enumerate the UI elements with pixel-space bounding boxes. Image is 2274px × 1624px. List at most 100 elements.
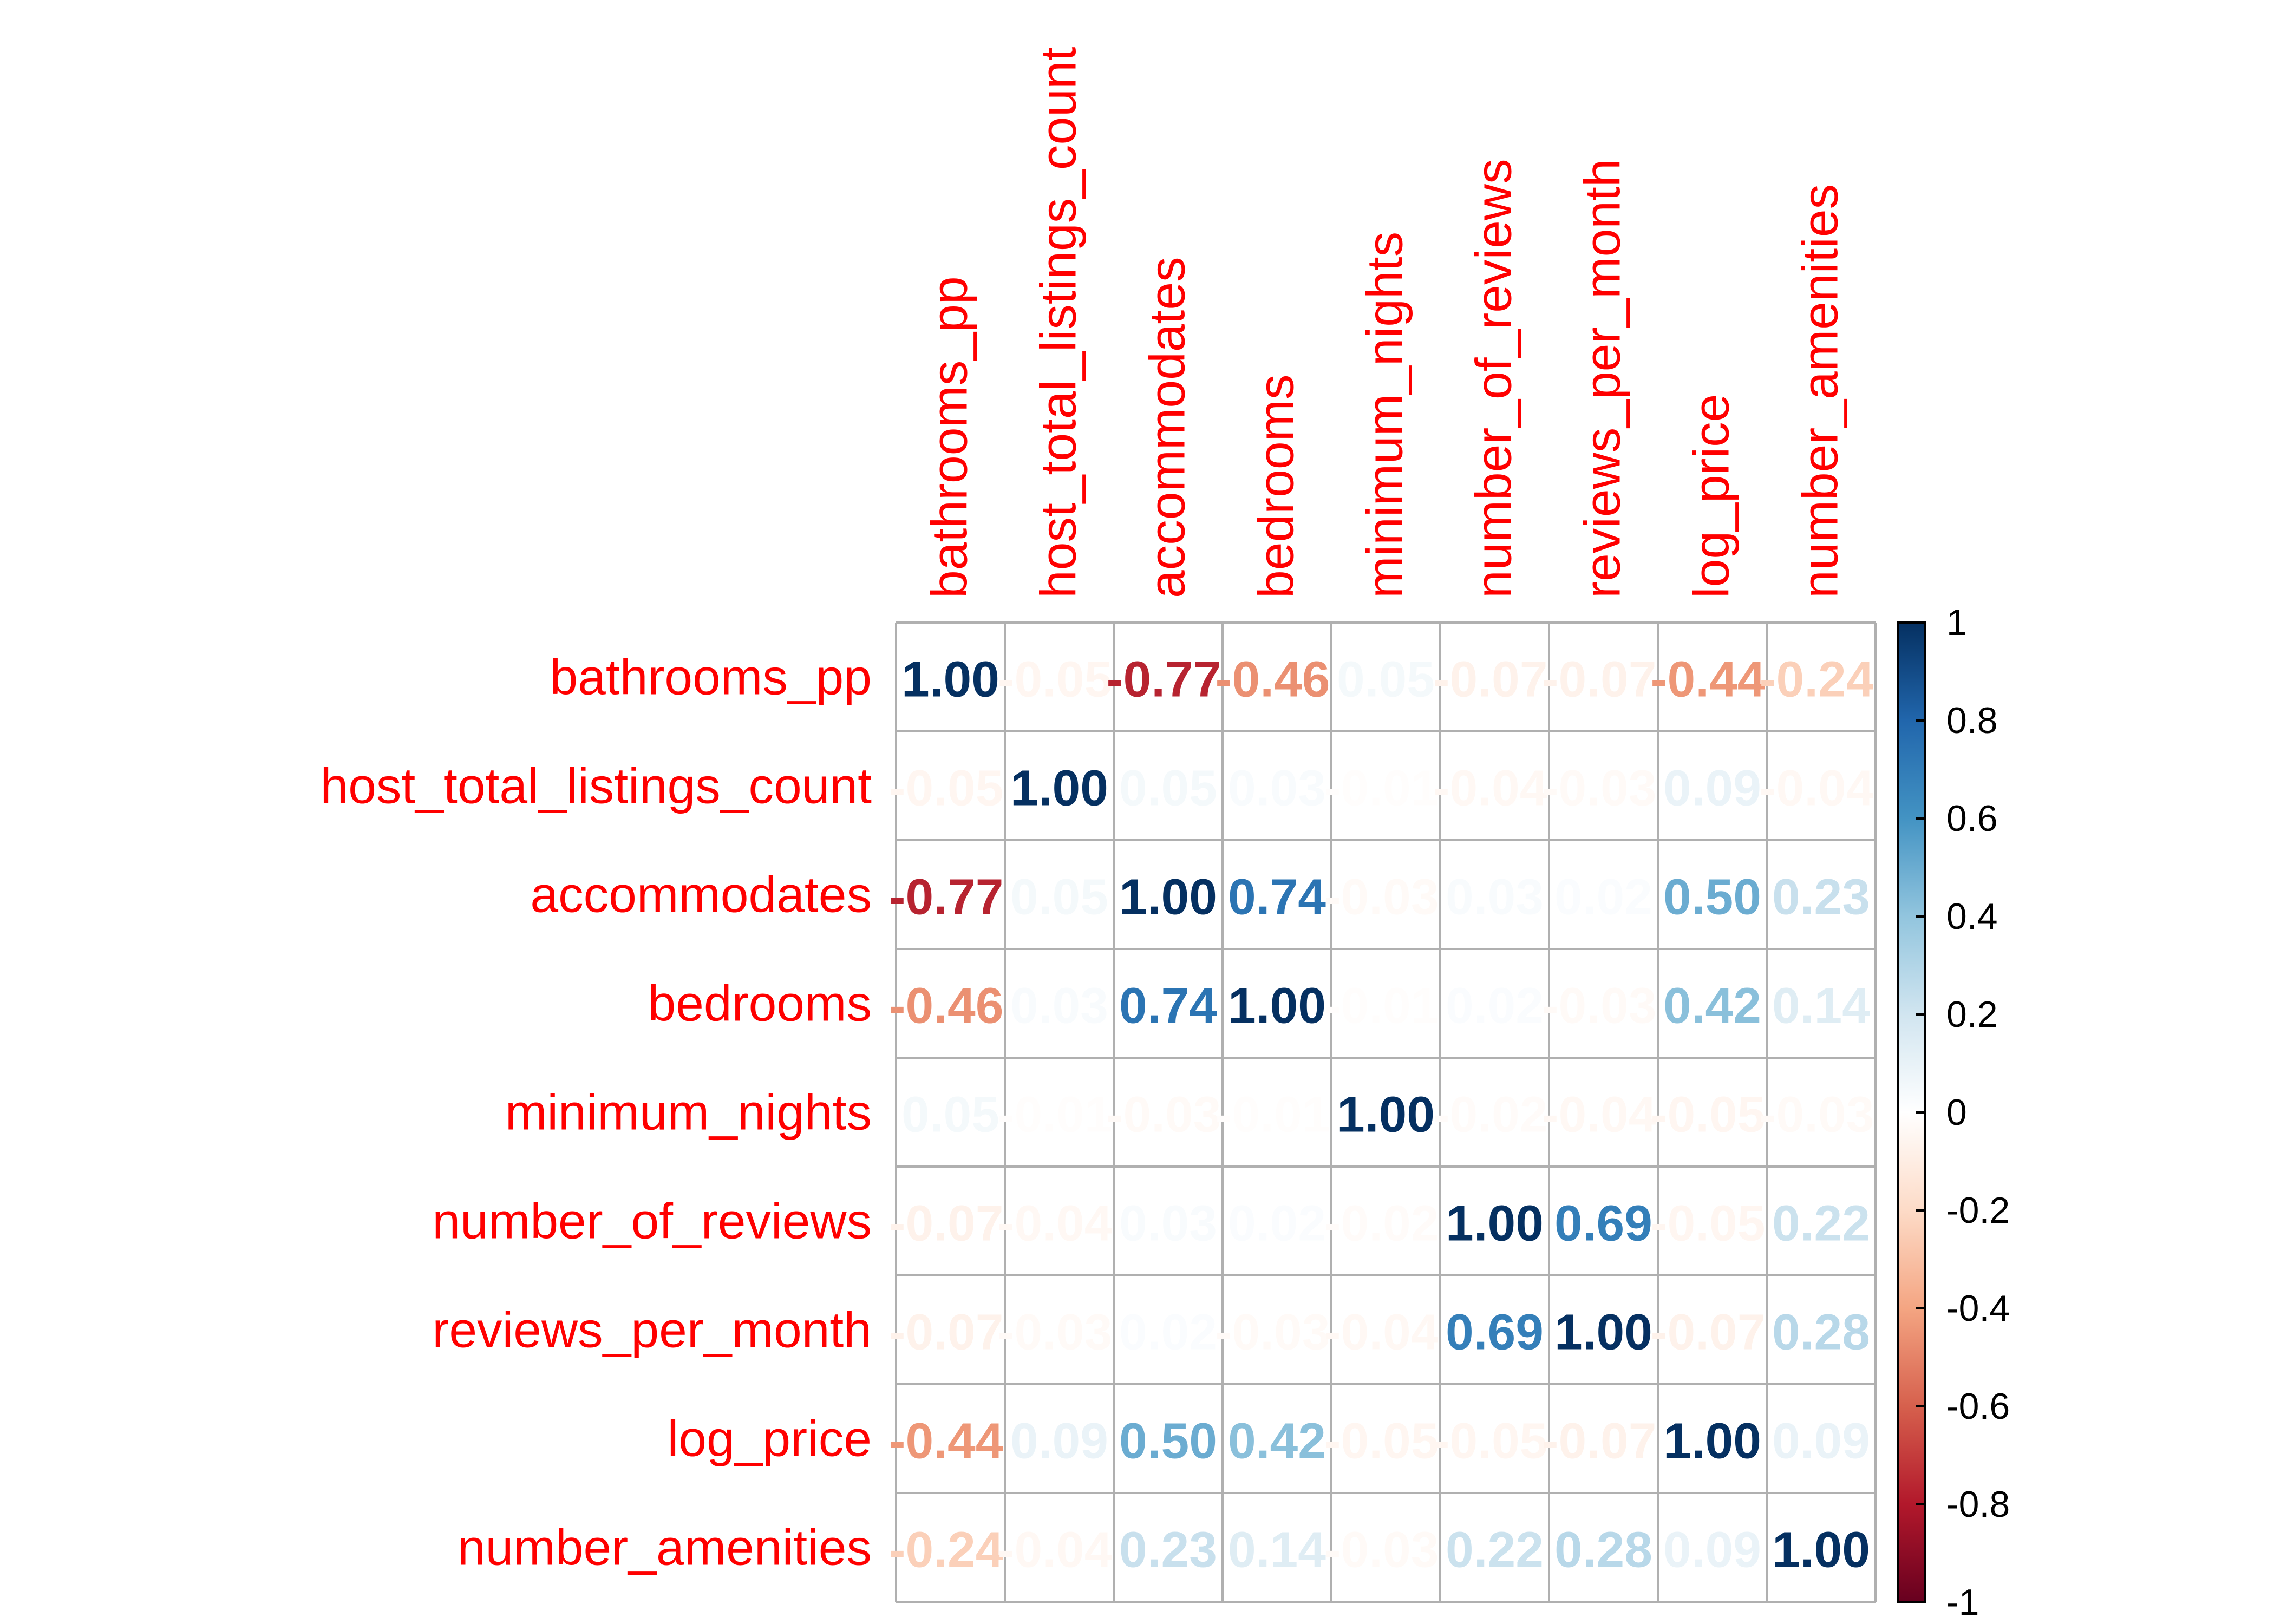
cell-value: -0.04	[1542, 1086, 1657, 1143]
cell-value: 0.28	[1554, 1522, 1652, 1578]
cell-value: -0.46	[1216, 651, 1330, 708]
row-label: bathrooms_pp	[550, 649, 872, 705]
cell-value: -0.05	[998, 651, 1113, 708]
cell-value: -0.04	[1433, 760, 1548, 816]
colorbar-tick-label: -0.6	[1946, 1386, 2010, 1427]
cell-value: -0.07	[1651, 1304, 1766, 1360]
cell-value: 1.00	[1446, 1195, 1544, 1252]
cell-value: 0.09	[1772, 1413, 1870, 1469]
cell-value: -0.03	[1542, 978, 1657, 1034]
cell-value: 0.03	[1010, 978, 1108, 1034]
cell-value: 0.22	[1772, 1195, 1870, 1252]
cell-value: -0.07	[1542, 651, 1657, 708]
row-label: accommodates	[530, 867, 872, 923]
cell-value: -0.24	[1760, 651, 1874, 708]
column-label: log_price	[1683, 394, 1740, 598]
cell-value: 0.50	[1663, 869, 1761, 925]
cell-value: 1.00	[1228, 978, 1326, 1034]
cell-value: 1.00	[901, 651, 999, 708]
cell-value: -0.03	[1760, 1086, 1874, 1143]
colorbar-tick-label: 0.8	[1946, 700, 1998, 741]
cell-value: 0.09	[1663, 1522, 1761, 1578]
cell-value: 0.02	[1446, 978, 1544, 1034]
cell-value: 0.05	[1010, 869, 1108, 925]
cell-value: 1.00	[1337, 1086, 1435, 1143]
cell-value: -0.04	[1760, 760, 1874, 816]
cell-value: -0.05	[1651, 1086, 1766, 1143]
colorbar-tick-label: -1	[1946, 1582, 1979, 1623]
cell-value: 1.00	[1010, 760, 1108, 816]
cell-value: -0.03	[1542, 760, 1657, 816]
cell-value: 0.14	[1772, 978, 1870, 1034]
matrix-cells: 1.00-0.05-0.77-0.46 0.05-0.07-0.07-0.44-0…	[889, 621, 1877, 1603]
cell-value: -0.77	[1107, 651, 1221, 708]
colorbar-tick-label: 0.6	[1946, 798, 1998, 839]
cell-value: -0.04	[998, 1195, 1113, 1252]
row-label: host_total_listings_count	[320, 758, 872, 814]
cell-value: 0.03	[1446, 869, 1544, 925]
row-label: bedrooms	[648, 975, 872, 1032]
cell-value: -0.07	[1433, 651, 1548, 708]
cell-value: 0.74	[1228, 869, 1326, 925]
cell-value: 0.74	[1119, 978, 1217, 1034]
cell-value: 0.22	[1446, 1522, 1544, 1578]
colorbar-tick-label: 0.2	[1946, 994, 1998, 1035]
cell-value: 0.42	[1663, 978, 1761, 1034]
cell-value: -0.04	[998, 1522, 1113, 1578]
cell-value: 0.50	[1119, 1413, 1217, 1469]
cell-value: -0.01	[1324, 978, 1439, 1034]
colorbar-tick-label: -0.2	[1946, 1190, 2010, 1231]
cell-value: -0.03	[998, 1304, 1113, 1360]
colorbar-tick-label: 0	[1946, 1092, 1967, 1133]
colorbar-tick-label: -0.8	[1946, 1484, 2010, 1525]
row-label: number_of_reviews	[432, 1193, 872, 1249]
cell-value: 0.09	[1010, 1413, 1108, 1469]
cell-value: -0.07	[889, 1304, 1004, 1360]
cell-value: 0.69	[1554, 1195, 1652, 1252]
cell-value: -0.05	[1651, 1195, 1766, 1252]
cell-value: 1.00	[1663, 1413, 1761, 1469]
cell-value: 0.03	[1119, 1195, 1217, 1252]
column-label: number_of_reviews	[1466, 159, 1522, 598]
cell-value: -0.03	[1324, 869, 1439, 925]
cell-value: -0.03	[1216, 1304, 1330, 1360]
cell-value: 0.23	[1119, 1522, 1217, 1578]
cell-value: -0.02	[1433, 1086, 1548, 1143]
cell-value: 1.00	[1772, 1522, 1870, 1578]
cell-value: -0.77	[889, 869, 1004, 925]
column-label: bathrooms_pp	[922, 276, 978, 598]
colorbar-tick-label: 0.4	[1946, 896, 1998, 937]
cell-value: -0.03	[1324, 1522, 1439, 1578]
cell-value: -0.05	[1433, 1413, 1548, 1469]
column-label: host_total_listings_count	[1030, 47, 1087, 598]
cell-value: 0.05	[901, 1086, 999, 1143]
colorbar: 1 0.8 0.6 0.4 0.2 0 -0.2 -0.4 -0.6 -0.8 -1	[1897, 602, 2010, 1623]
cell-value: -0.05	[889, 760, 1004, 816]
row-label: reviews_per_month	[432, 1302, 872, 1358]
cell-value: -0.03	[1107, 1086, 1221, 1143]
column-label: number_amenities	[1792, 184, 1848, 598]
column-labels: bathrooms_pp host_total_listings_count acc…	[922, 47, 1848, 598]
cell-value: 0.02	[1119, 1304, 1217, 1360]
cell-value: -0.24	[889, 1522, 1004, 1578]
cell-value: 0.05	[1119, 760, 1217, 816]
cell-value: 0.69	[1446, 1304, 1544, 1360]
cell-value: -0.44	[889, 1413, 1004, 1469]
column-label: reviews_per_month	[1574, 159, 1631, 598]
cell-value: -0.02	[1324, 1195, 1439, 1252]
colorbar-tick-label: -0.4	[1946, 1288, 2010, 1329]
cell-value: -0.01	[998, 1086, 1113, 1143]
cell-value: 1.00	[1119, 869, 1217, 925]
cell-value: 0.02	[1554, 869, 1652, 925]
cell-value: 1.00	[1554, 1304, 1652, 1360]
cell-value: 0.02	[1228, 1195, 1326, 1252]
cell-value: 0.14	[1228, 1522, 1326, 1578]
cell-value: -0.07	[889, 1195, 1004, 1252]
row-labels: bathrooms_pp host_total_listings_countacc…	[320, 649, 872, 1576]
cell-value: -0.44	[1651, 651, 1766, 708]
row-label: minimum_nights	[505, 1084, 872, 1141]
cell-value: -0.05	[1324, 1413, 1439, 1469]
cell-value: -0.46	[889, 978, 1004, 1034]
cell-value: 0.23	[1772, 869, 1870, 925]
